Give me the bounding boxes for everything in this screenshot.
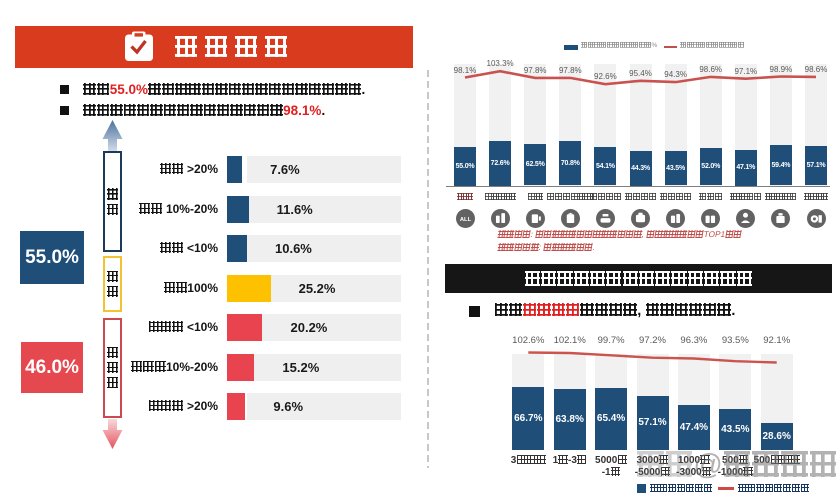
svg-text:ALL: ALL (459, 216, 471, 222)
